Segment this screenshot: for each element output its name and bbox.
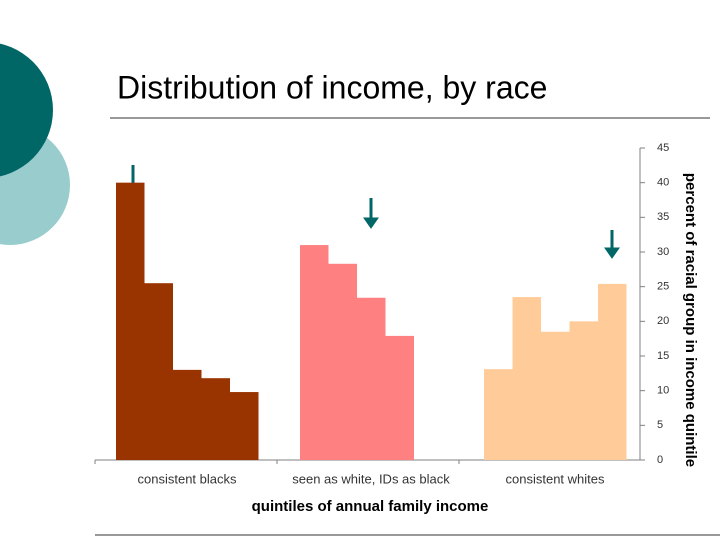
y-tick-label: 35 (657, 211, 669, 223)
bar (484, 369, 513, 460)
bar (328, 263, 357, 460)
bar (357, 297, 386, 460)
x-tick-label: consistent whites (506, 471, 605, 486)
y-tick-label: 45 (657, 142, 669, 154)
bar (201, 378, 230, 460)
y-tick-label: 40 (657, 177, 669, 189)
y-tick-label: 20 (657, 315, 669, 327)
y-axis-label: percent of racial group in income quinti… (682, 173, 699, 467)
x-tick-label: consistent blacks (138, 471, 237, 486)
decor-circle (0, 43, 53, 177)
chart-title: Distribution of income, by race (117, 69, 547, 105)
x-axis-label: quintiles of annual family income (252, 498, 489, 515)
bar (598, 283, 627, 460)
bar (541, 331, 570, 460)
y-tick-label: 25 (657, 281, 669, 293)
x-tick-label: seen as white, IDs as black (292, 471, 450, 486)
bar (385, 335, 414, 460)
bar (300, 245, 329, 460)
y-tick-label: 0 (657, 454, 663, 466)
y-tick-label: 30 (657, 246, 669, 258)
y-tick-label: 5 (657, 419, 663, 431)
bar (512, 297, 541, 460)
arrows (125, 165, 620, 259)
y-tick-label: 15 (657, 350, 669, 362)
bar (144, 283, 173, 460)
bar (116, 182, 145, 460)
bar (173, 369, 202, 460)
bar (230, 392, 259, 460)
y-tick-label: 10 (657, 385, 669, 397)
bar (569, 321, 598, 460)
